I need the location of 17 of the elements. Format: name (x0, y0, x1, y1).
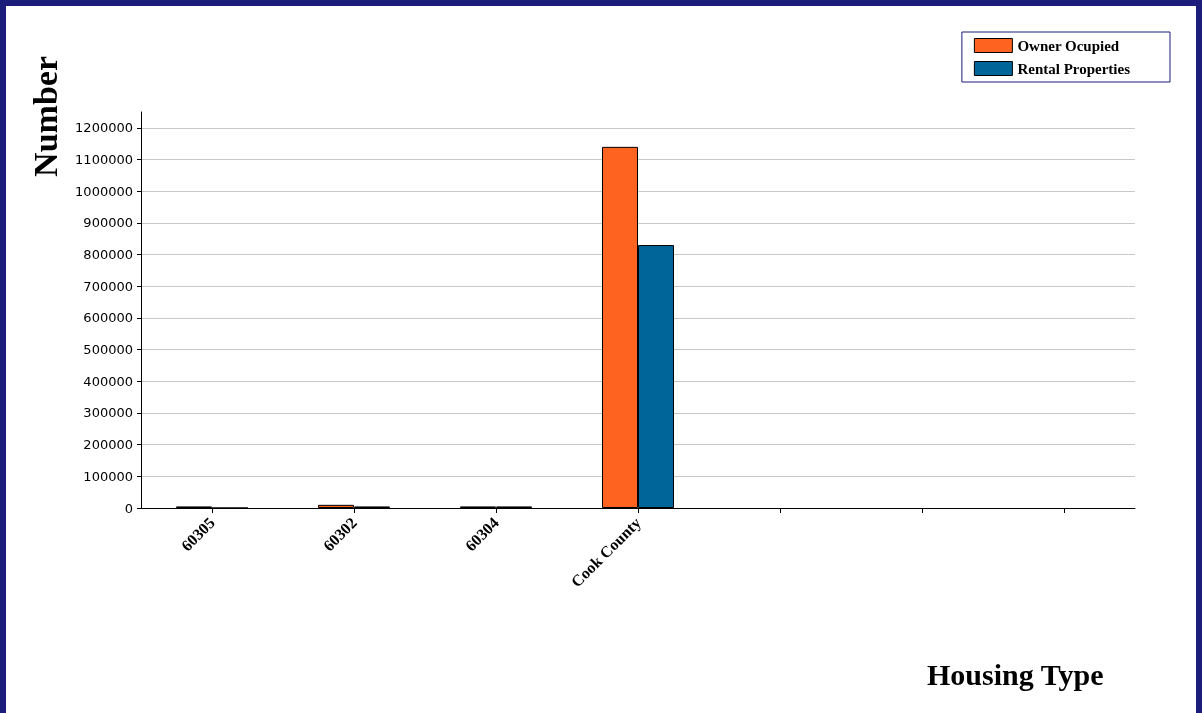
y-tick-label: 100000 (83, 468, 133, 484)
y-tick-label: 300000 (83, 405, 133, 421)
legend-label: Rental Properties (1017, 60, 1131, 77)
y-tick-label: 0 (124, 500, 133, 516)
y-tick-label: 900000 (83, 215, 133, 231)
y-tick-label: 600000 (83, 310, 133, 326)
x-axis-title: Housing Type (927, 657, 1104, 691)
y-tick-label: 700000 (83, 278, 133, 294)
y-tick-label: 200000 (83, 437, 133, 453)
y-tick-label: 1200000 (75, 120, 133, 136)
y-tick-label: 1100000 (75, 152, 133, 168)
y-tick-label: 800000 (83, 247, 133, 263)
legend-label: Owner Ocupied (1017, 37, 1120, 54)
y-tick-label: 1000000 (75, 183, 133, 199)
y-axis-title: Number (26, 55, 64, 177)
y-tick-label: 400000 (83, 373, 133, 389)
y-tick-label: 500000 (83, 342, 133, 358)
